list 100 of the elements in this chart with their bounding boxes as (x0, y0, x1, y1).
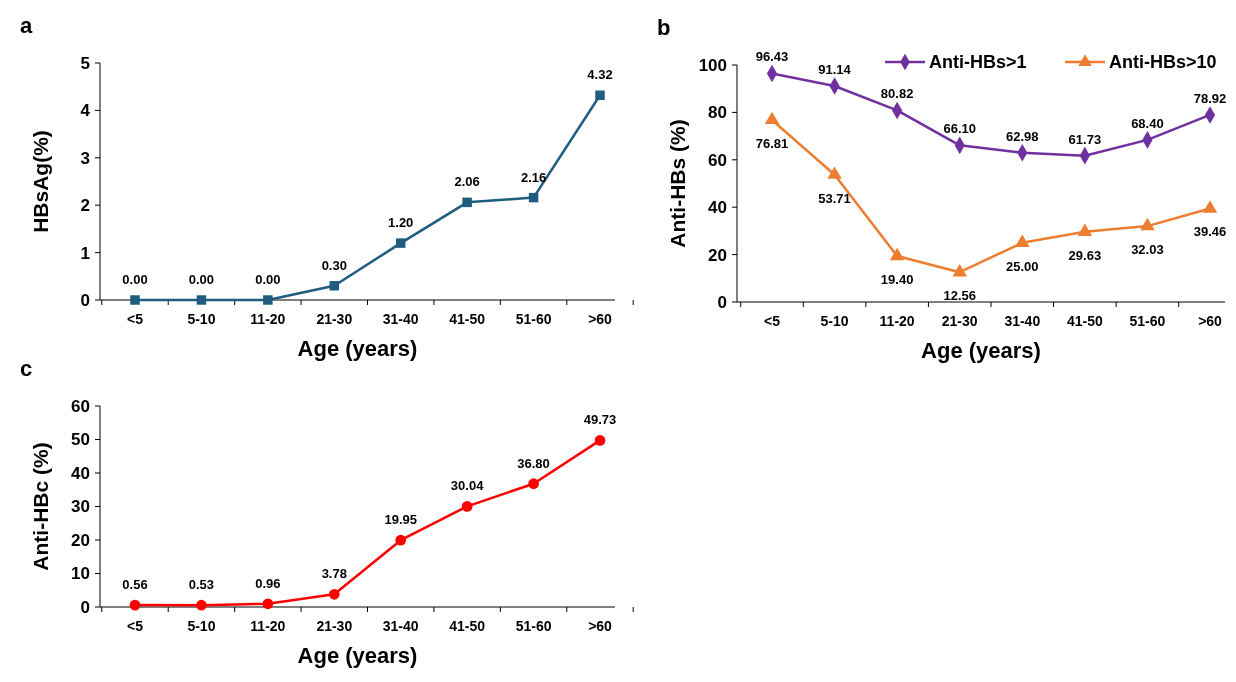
x-tick-label: 41-50 (449, 311, 486, 327)
data-label: 3.78 (321, 566, 347, 582)
x-tick-label: 11-20 (250, 618, 286, 634)
data-label: 19.95 (384, 512, 417, 528)
data-label: 0.00 (255, 272, 281, 287)
data-label: 80.82 (880, 86, 914, 102)
y-tick-label: 50 (71, 430, 90, 450)
y-tick-label: 30 (71, 497, 90, 517)
data-label: 36.80 (517, 455, 550, 471)
point (764, 111, 780, 125)
point (262, 598, 274, 610)
point (461, 501, 473, 512)
data-label: 0.53 (188, 577, 215, 593)
x-tick-label: <5 (764, 313, 781, 329)
point (1015, 234, 1030, 247)
x-tick-label: 21-30 (316, 618, 353, 634)
y-tick-label: 10 (71, 564, 90, 584)
data-label: 0.96 (255, 575, 281, 591)
data-label: 96.43 (755, 49, 789, 65)
y-tick-label: 5 (80, 53, 90, 73)
x-tick-label: 31-40 (382, 311, 419, 327)
legend-label: Anti-HBs>10 (1109, 52, 1217, 73)
data-label: 2.16 (520, 169, 547, 185)
chart-title: a (20, 13, 33, 38)
y-tick-label: 3 (80, 148, 90, 168)
y-tick-label: 2 (80, 196, 90, 216)
x-tick-label: 11-20 (879, 313, 915, 329)
y-tick-label: 0 (80, 597, 90, 617)
y-axis-title: HBsAg(%) (29, 130, 52, 233)
x-tick-label: >60 (588, 618, 613, 634)
data-label: 78.92 (1193, 90, 1227, 106)
y-tick-label: 40 (71, 463, 90, 483)
data-label: 68.40 (1131, 115, 1164, 131)
x-tick-label: <5 (127, 618, 144, 634)
y-tick-label: 40 (708, 198, 727, 218)
x-tick-label: 5-10 (187, 618, 216, 634)
point (196, 599, 207, 611)
x-tick-label: 51-60 (515, 618, 552, 634)
y-tick-label: 20 (708, 245, 727, 265)
point (329, 281, 340, 291)
x-tick-label: <5 (127, 311, 144, 327)
x-tick-label: 31-40 (1004, 313, 1041, 329)
data-label: 76.81 (755, 135, 789, 151)
data-label: 30.04 (450, 478, 485, 494)
x-tick-label: 5-10 (820, 313, 849, 329)
y-axis-title: Anti-HBc (%) (29, 442, 52, 571)
data-label: 62.98 (1006, 128, 1039, 144)
data-label: 0.00 (188, 272, 215, 287)
x-tick-label: 11-20 (250, 311, 286, 327)
data-label: 29.63 (1068, 247, 1102, 263)
y-tick-label: 100 (698, 55, 727, 75)
data-label: 32.03 (1131, 242, 1164, 258)
y-tick-label: 1 (80, 243, 90, 263)
data-label: 12.56 (943, 288, 976, 304)
point (1077, 223, 1093, 236)
x-axis-title: Age (years) (297, 336, 418, 361)
point (528, 478, 539, 490)
data-label: 0.00 (122, 272, 148, 287)
point (395, 534, 407, 546)
data-label: 91.14 (818, 62, 852, 77)
point (328, 589, 340, 600)
x-tick-label: 41-50 (449, 618, 486, 634)
y-axis-title: Anti-HBs (%) (666, 119, 689, 248)
point (889, 247, 905, 261)
point (129, 599, 141, 611)
y-tick-label: 0 (717, 292, 727, 312)
point (827, 166, 842, 179)
data-label: 1.20 (388, 215, 414, 231)
data-label: 39.46 (1193, 224, 1227, 240)
point (528, 192, 539, 203)
chart-title: b (657, 15, 671, 40)
point (395, 238, 406, 248)
data-label: 2.06 (454, 174, 480, 190)
x-tick-label: 51-60 (515, 311, 552, 327)
x-axis-title: Age (years) (921, 338, 1041, 363)
data-label: 4.32 (587, 67, 613, 83)
y-tick-label: 80 (708, 103, 727, 123)
data-label: 53.71 (818, 190, 851, 206)
point (594, 435, 606, 446)
y-tick-label: 20 (71, 530, 90, 550)
chart-title: c (20, 356, 33, 381)
x-tick-label: 31-40 (382, 618, 419, 634)
point (462, 197, 472, 208)
y-tick-label: 4 (80, 101, 91, 121)
y-tick-label: 60 (708, 150, 727, 170)
data-label: 49.73 (583, 412, 617, 428)
point (196, 295, 207, 305)
x-tick-label: 41-50 (1066, 313, 1103, 329)
y-tick-label: 0 (80, 290, 90, 310)
data-label: 25.00 (1006, 258, 1039, 274)
x-tick-label: 51-60 (1129, 313, 1166, 329)
x-tick-label: 21-30 (316, 311, 353, 327)
point (952, 263, 967, 277)
x-tick-label: >60 (1198, 313, 1223, 329)
point (1202, 200, 1218, 213)
data-label: 66.10 (943, 121, 976, 137)
data-label: 0.56 (122, 577, 148, 593)
x-axis-title: Age (years) (297, 643, 418, 668)
x-tick-label: >60 (588, 311, 613, 327)
point (263, 295, 273, 305)
